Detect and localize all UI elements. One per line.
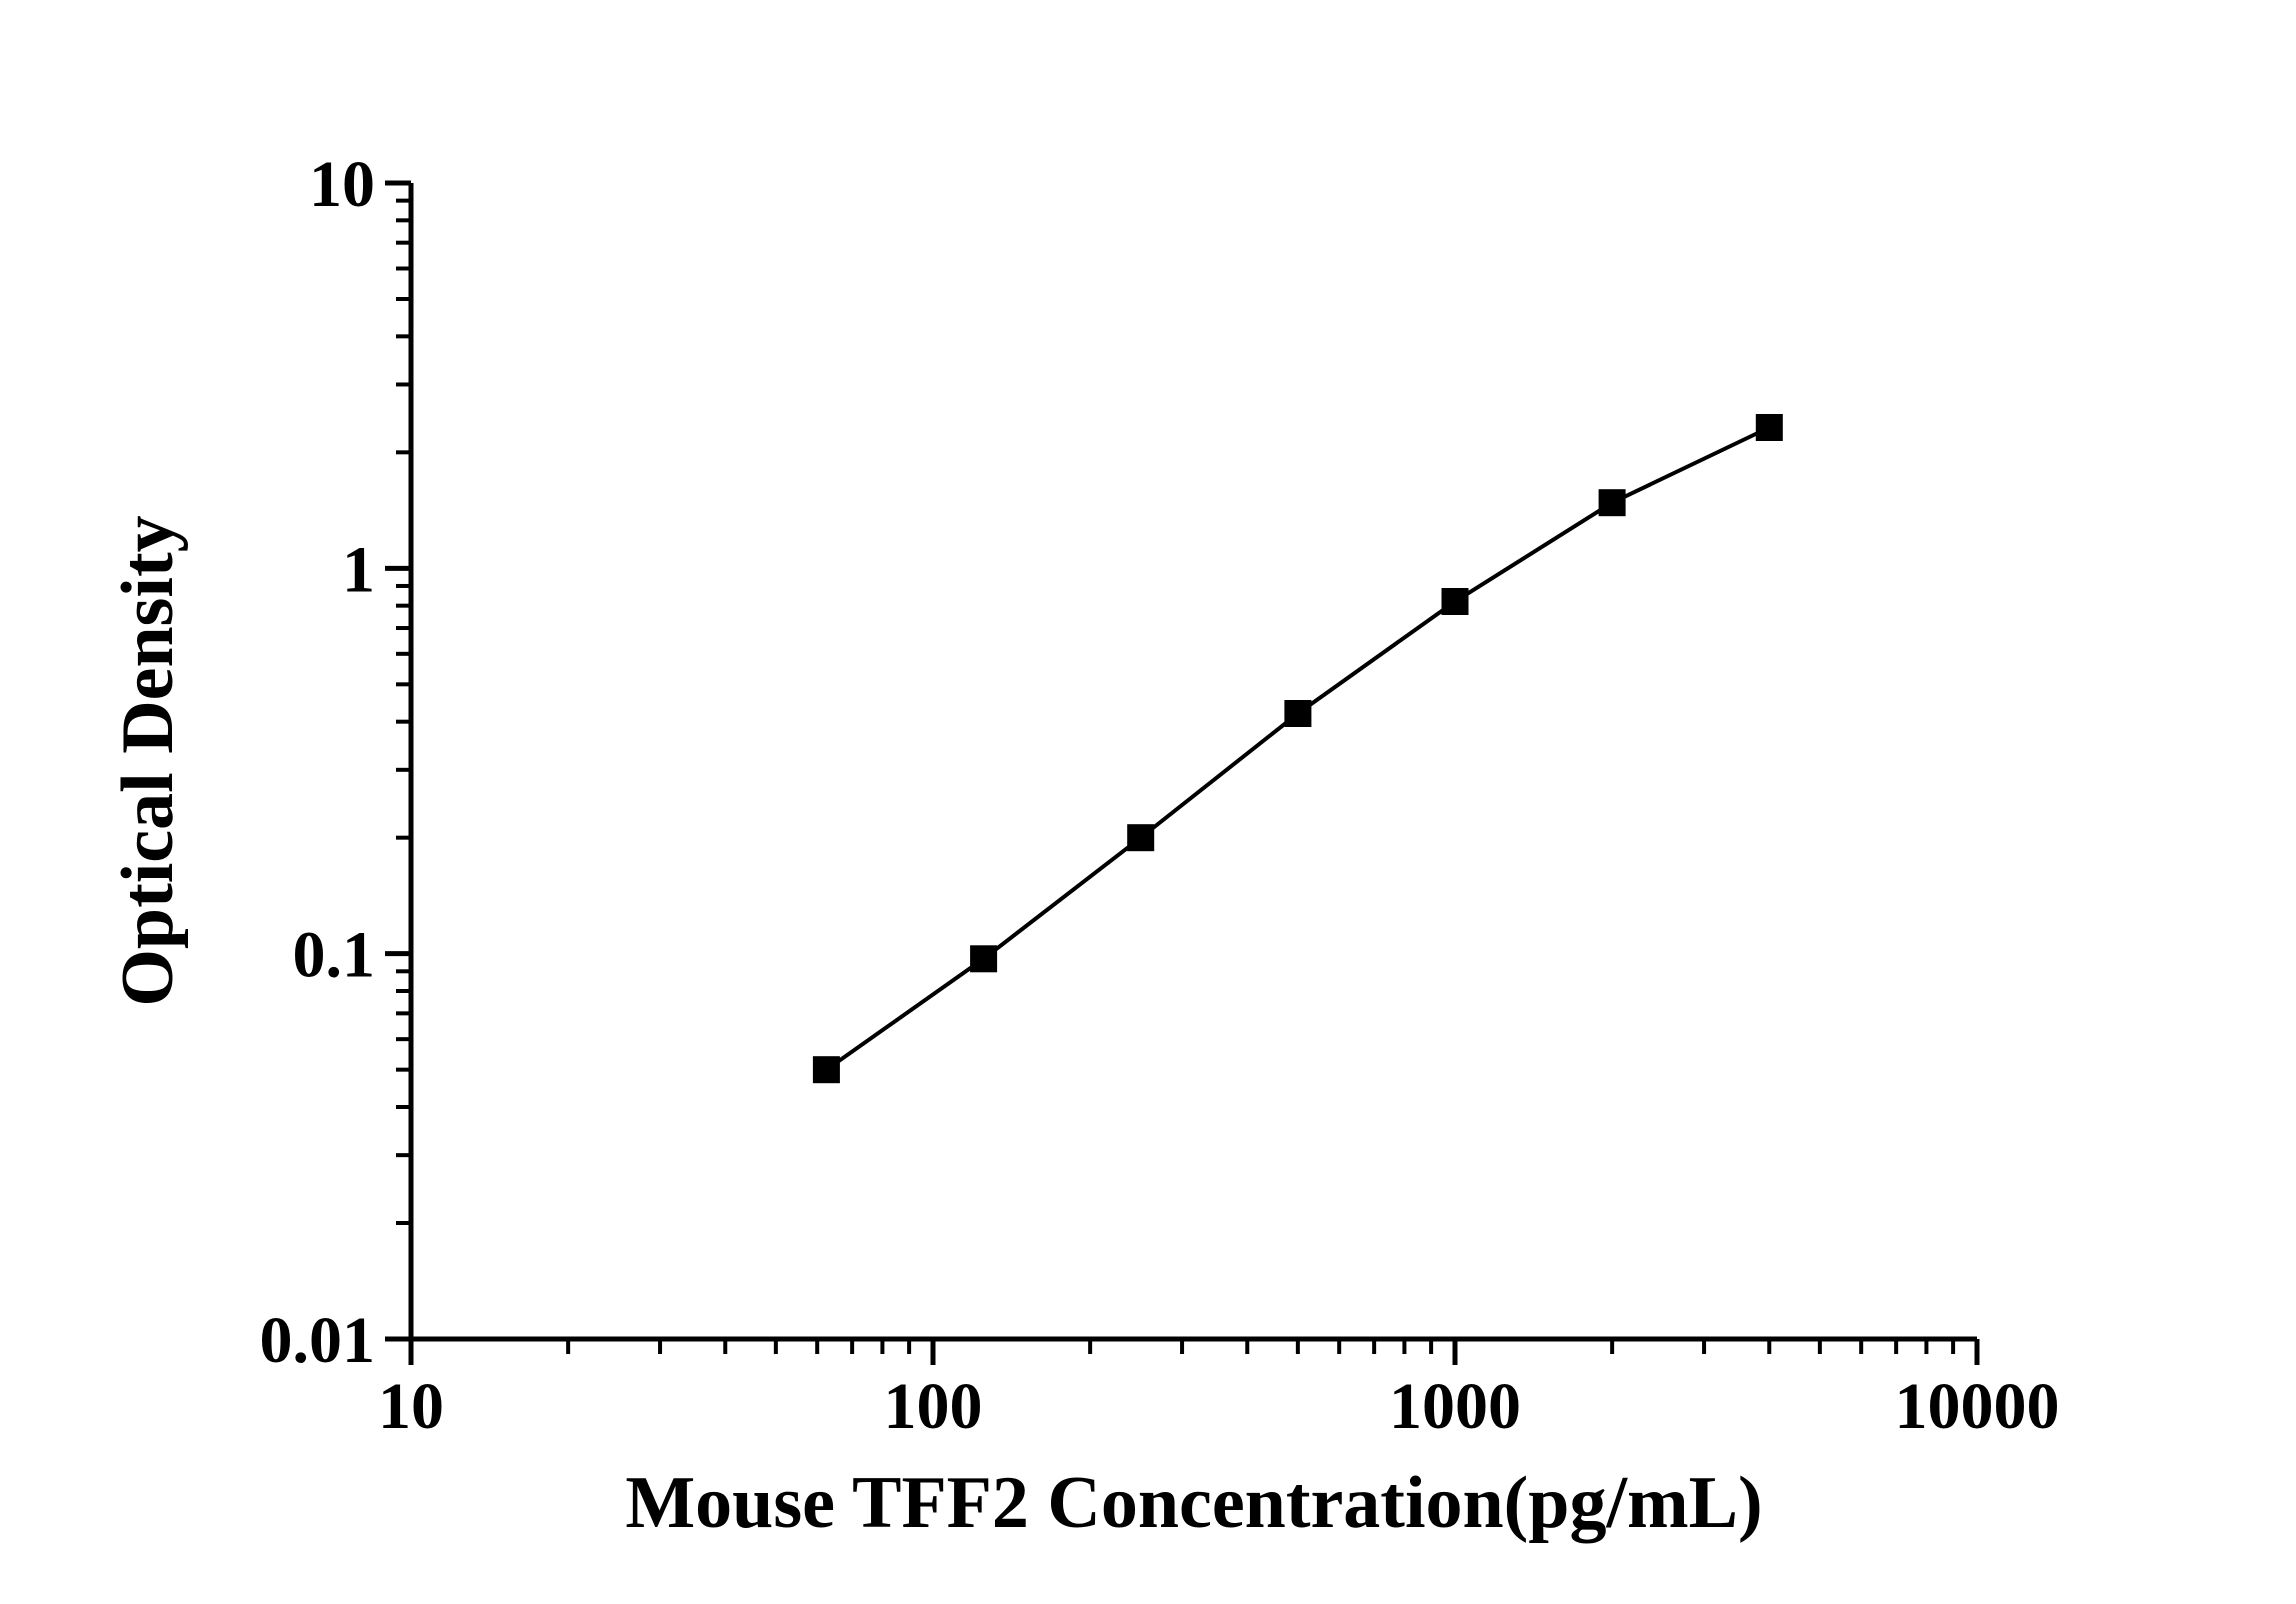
x-axis-title: Mouse TFF2 Concentration(pg/mL)	[625, 1462, 1762, 1544]
tick-labels: 10 100 1000 10000 0.01 0.1 1 10	[260, 148, 2060, 1443]
data-point-marker	[1598, 489, 1626, 517]
data-point-marker	[1755, 414, 1783, 441]
y-tick-label: 10	[309, 148, 375, 221]
data-point-marker	[1127, 824, 1155, 852]
y-tick-label: 1	[342, 533, 375, 606]
x-tick-label: 1000	[1389, 1370, 1521, 1443]
data-point-marker	[1441, 588, 1469, 615]
data-point-marker	[970, 945, 998, 973]
data-series	[812, 414, 1783, 1084]
y-tick-label: 0.1	[293, 919, 376, 992]
x-tick-label: 10	[378, 1370, 444, 1443]
data-point-marker	[812, 1056, 840, 1084]
y-tick-label: 0.01	[260, 1304, 376, 1377]
x-tick-label: 100	[884, 1370, 983, 1443]
y-axis-title: Optical Density	[107, 515, 189, 1006]
axes	[385, 180, 1980, 1365]
series-line	[825, 425, 1771, 1072]
x-tick-label: 10000	[1895, 1370, 2060, 1443]
data-point-marker	[1284, 700, 1312, 727]
